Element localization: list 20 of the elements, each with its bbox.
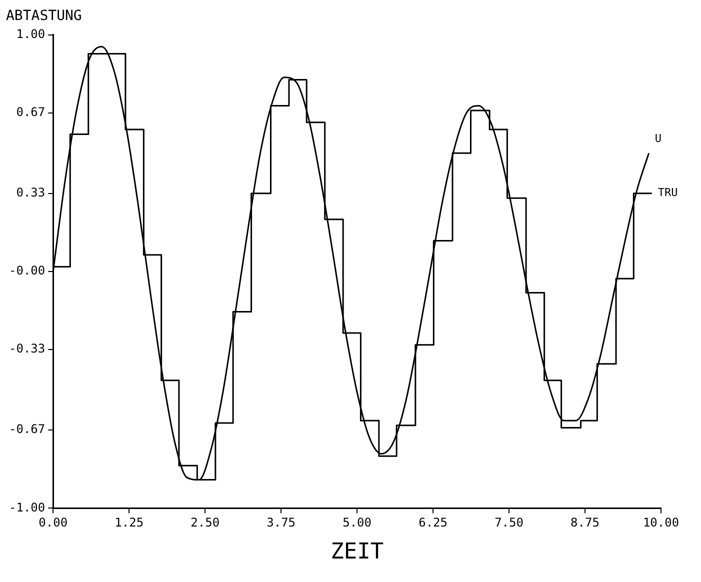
x-tick-label: 3.75 bbox=[266, 516, 296, 530]
y-tick-label: -1.00 bbox=[9, 500, 46, 514]
x-tick-label: 5.00 bbox=[342, 516, 372, 530]
y-tick-label: 0.67 bbox=[16, 105, 46, 120]
series-label: TRU bbox=[658, 186, 678, 200]
chart-title: ABTASTUNG bbox=[6, 8, 82, 24]
y-tick-label: -0.33 bbox=[9, 342, 46, 356]
x-axis-title: ZEIT bbox=[330, 540, 384, 565]
y-tick-label: 1.00 bbox=[16, 26, 46, 41]
x-tick-label: 2.50 bbox=[190, 516, 220, 530]
x-tick-label: 1.25 bbox=[114, 516, 144, 530]
x-tick-label: 7.50 bbox=[494, 516, 524, 530]
y-tick-label: -0.67 bbox=[9, 422, 46, 436]
x-tick-label: 10.00 bbox=[642, 516, 680, 530]
series-label: U bbox=[654, 132, 662, 146]
x-tick-label: 0.00 bbox=[38, 516, 68, 530]
y-tick-label: 0.33 bbox=[16, 186, 46, 200]
x-tick-label: 8.75 bbox=[570, 516, 600, 530]
y-tick-label: -0.00 bbox=[9, 264, 46, 278]
x-tick-label: 6.25 bbox=[418, 516, 448, 530]
